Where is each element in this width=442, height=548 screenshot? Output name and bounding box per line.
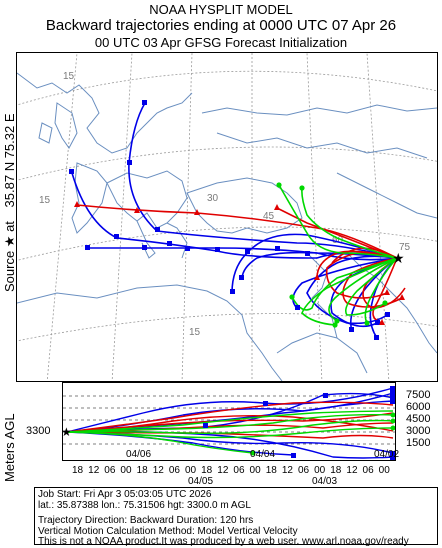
height-green-markers: [250, 412, 395, 456]
hour-tick: 00: [184, 465, 197, 476]
date-label: 04/03: [312, 476, 338, 487]
hour-tick: 06: [362, 465, 374, 476]
trajectory-map: 15 15 30 45 60 75 15: [17, 53, 437, 381]
lat-label: 15: [39, 195, 51, 206]
hour-tick: 12: [346, 465, 358, 476]
start-height-label: 3300: [26, 425, 51, 437]
source-label-prefix: Source ★ at: [2, 221, 17, 292]
lat-label: 75: [399, 242, 411, 253]
hour-tick: 06: [104, 465, 116, 476]
trajectories: [71, 102, 406, 339]
hour-tick: 00: [314, 465, 326, 476]
lat-label: 15: [189, 327, 201, 338]
date-label: 04/06: [126, 449, 152, 460]
hour-tick: 06: [233, 465, 245, 476]
hour-tick: 00: [378, 465, 390, 476]
height-chart: ★: [63, 386, 395, 460]
height-ytick-labels: 7500 6000 4500 3000 1500: [406, 389, 430, 449]
lat-label: 60: [332, 235, 344, 246]
hour-tick: 12: [217, 465, 229, 476]
lat-label: 30: [207, 193, 219, 204]
height-ylabel: Meters AGL: [2, 413, 17, 482]
job-start-line: Job Start: Fri Apr 3 05:03:05 UTC 2026: [38, 489, 212, 500]
date-label: 04/02: [374, 449, 400, 460]
hour-tick: 18: [265, 465, 277, 476]
lat-label: 45: [263, 211, 275, 222]
job-info-box: [34, 487, 438, 545]
map-panel: 15 15 30 45 60 75 15: [16, 52, 438, 382]
source-star-icon: ★: [392, 250, 405, 266]
time-axis: 18 12 06 00 18 12 06 00 18 12 06 00 18 1…: [62, 462, 396, 490]
grid-labels: 15 15 30 45 60 75 15: [39, 71, 411, 338]
coastlines: [17, 72, 437, 381]
red-trajectories: [76, 204, 406, 324]
hour-tick: 12: [152, 465, 164, 476]
ytick-label: 3000: [406, 425, 431, 437]
source-label-coords: 35.87 N 75.32 E: [2, 113, 17, 208]
plot-subtitle: 00 UTC 03 Apr GFSG Forecast Initializati…: [94, 35, 348, 50]
ytick-label: 7500: [406, 389, 431, 401]
hour-tick-row: 18 12 06 00 18 12 06 00 18 12 06 00 18 1…: [72, 465, 390, 476]
hour-tick: 12: [281, 465, 293, 476]
vertical-motion-line: Vertical Motion Calculation Method: Mode…: [38, 526, 298, 537]
hour-tick: 18: [136, 465, 148, 476]
hour-tick: 18: [330, 465, 342, 476]
green-trajectories: [278, 184, 398, 326]
disclaimer-line: This is not a NOAA product.It was produc…: [38, 536, 409, 547]
lat-label: 15: [63, 71, 75, 82]
ytick-label: 6000: [406, 401, 431, 413]
hour-tick: 00: [120, 465, 132, 476]
trajectory-direction-line: Trajectory Direction: Backward Duration:…: [38, 515, 254, 526]
model-title: NOAA HYSPLIT MODEL: [149, 2, 293, 17]
ytick-label: 4500: [406, 413, 431, 425]
height-panel: ★: [62, 382, 396, 461]
date-label: 04/04: [250, 449, 276, 460]
hour-tick: 18: [201, 465, 213, 476]
height-source-star-icon: ★: [63, 425, 72, 439]
height-traces: [66, 387, 394, 459]
date-label: 04/05: [188, 476, 214, 487]
lat-lon-grid: [17, 53, 437, 381]
trajectory-markers: [69, 100, 405, 340]
height-markers: [203, 386, 395, 460]
hour-tick: 06: [168, 465, 180, 476]
hour-tick: 18: [72, 465, 84, 476]
hour-tick: 06: [297, 465, 310, 476]
job-location-line: lat.: 35.87388 lon.: 75.31506 hgt: 3300.…: [38, 500, 251, 511]
plot-title: Backward trajectories ending at 0000 UTC…: [45, 17, 397, 34]
hour-tick: 12: [88, 465, 100, 476]
hour-tick: 00: [249, 465, 261, 476]
ytick-label: 1500: [406, 437, 431, 449]
